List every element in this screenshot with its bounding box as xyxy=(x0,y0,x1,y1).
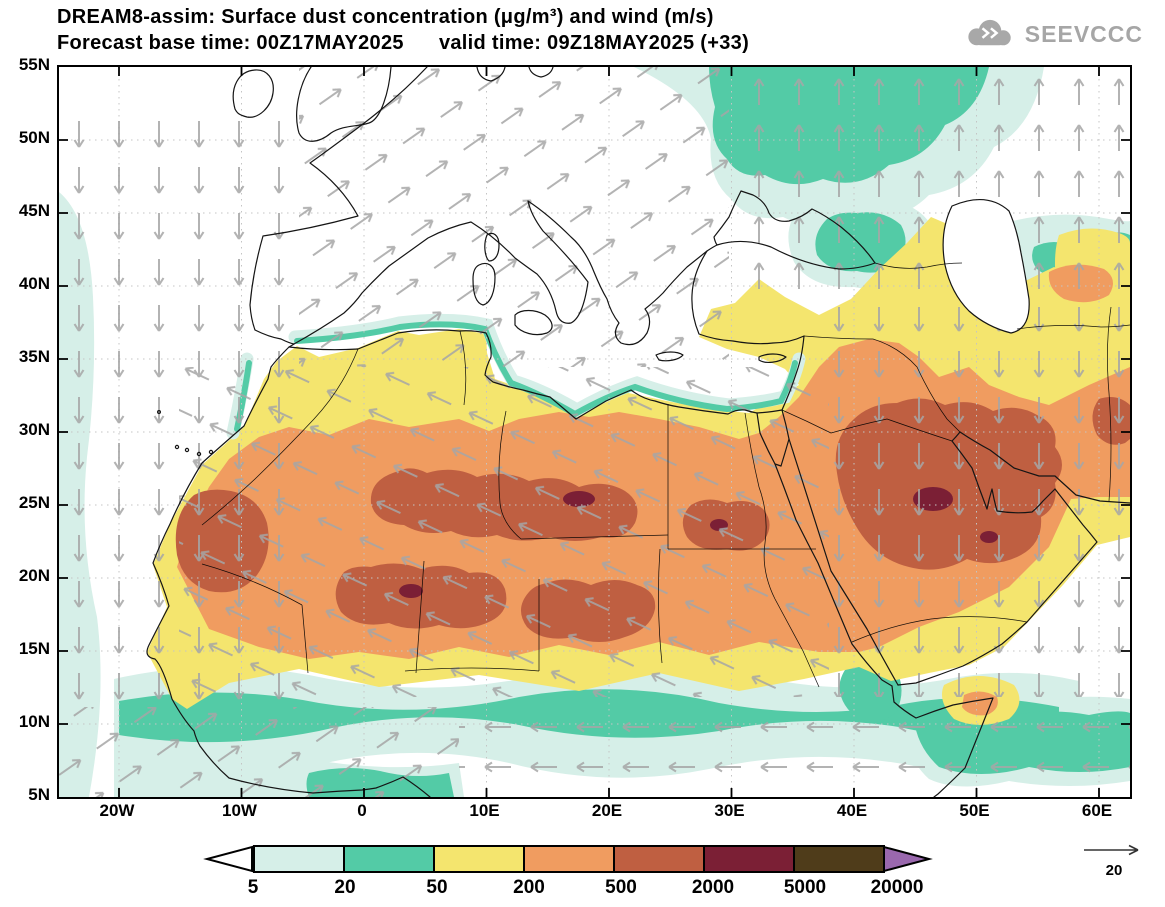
colorbar-segment xyxy=(343,845,435,873)
tick-layer xyxy=(59,67,1130,797)
colorbar-segment xyxy=(523,845,615,873)
x-axis-label: 20E xyxy=(591,801,623,820)
wind-reference: 20 xyxy=(1082,843,1146,879)
coastline-layer xyxy=(146,67,1130,797)
x-axis-label: 40E xyxy=(836,801,868,820)
x-axis-label: 10E xyxy=(469,801,500,820)
y-axis-label: 50N xyxy=(18,128,50,147)
x-axis-label: 0 xyxy=(357,801,367,820)
colorbar-segment xyxy=(433,845,525,873)
title-line-1: DREAM8-assim: Surface dust concentration… xyxy=(57,6,714,28)
y-axis-label: 40N xyxy=(18,274,50,293)
y-axis-label: 5N xyxy=(28,785,50,804)
colorbar-value: 500 xyxy=(605,877,637,898)
x-axis-label: 20W xyxy=(99,801,135,820)
colorbar-value: 5 xyxy=(247,877,259,898)
y-axis-label: 20N xyxy=(18,566,50,585)
x-axis-label: 30E xyxy=(714,801,745,820)
y-axis-label: 25N xyxy=(18,493,50,512)
colorbar-value: 20 xyxy=(334,877,356,898)
wind-arrow-layer xyxy=(59,67,1130,797)
x-axis-label: 50E xyxy=(959,801,990,820)
colorbar-segment xyxy=(703,845,795,873)
colorbar-segment xyxy=(793,845,885,873)
y-axis-label: 30N xyxy=(18,420,50,439)
colorbar xyxy=(203,845,933,873)
colorbar-segment xyxy=(613,845,705,873)
y-axis-label: 15N xyxy=(18,639,50,658)
cloud-icon xyxy=(968,19,1011,46)
wind-reference-arrow-icon xyxy=(1084,844,1139,856)
forecast-map xyxy=(59,67,1130,797)
colorbar-value: 200 xyxy=(513,877,545,898)
seevccc-logo: SEEVCCC xyxy=(962,18,1143,50)
colorbar-above-arrow xyxy=(883,845,933,873)
wind-reference-value: 20 xyxy=(1105,862,1123,879)
colorbar-below-arrow xyxy=(203,845,253,873)
map-frame xyxy=(57,65,1132,799)
colorbar-value: 20000 xyxy=(870,877,924,898)
y-axis-label: 35N xyxy=(18,347,50,366)
colorbar-value: 5000 xyxy=(783,877,827,898)
colorbar-value: 2000 xyxy=(691,877,735,898)
logo-text: SEEVCCC xyxy=(1024,20,1143,47)
y-axis-label: 55N xyxy=(18,55,50,74)
y-axis-label: 10N xyxy=(18,712,50,731)
y-axis-label: 45N xyxy=(18,201,50,220)
colorbar-value: 50 xyxy=(426,877,448,898)
x-axis-label: 60E xyxy=(1081,801,1113,820)
x-axis-label: 10W xyxy=(222,801,257,820)
title-line-2: Forecast base time: 00Z17MAY2025 valid t… xyxy=(57,32,750,54)
colorbar-segment xyxy=(253,845,345,873)
border-layer xyxy=(201,262,1130,688)
